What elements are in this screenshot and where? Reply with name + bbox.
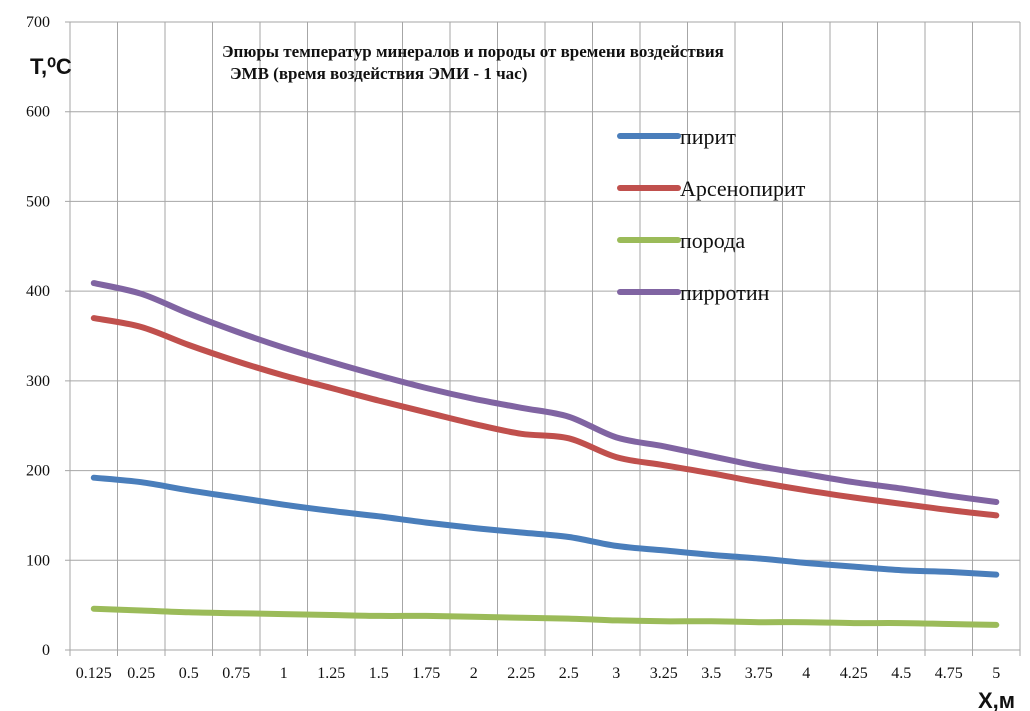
x-tick-label: 4.75 (935, 665, 963, 682)
x-tick-label: 0.5 (179, 665, 199, 682)
y-tick-label: 700 (26, 14, 50, 31)
legend-label: пирит (680, 124, 736, 149)
y-tick-label: 300 (26, 373, 50, 390)
series-line-2 (90, 315, 1000, 519)
axes: 0 100 200 300 400 500 600 700 0.125 0.25 0.5 0.75 1 1… (26, 14, 1000, 682)
x-tick-label: 5 (992, 665, 1000, 682)
x-tick-label: 3.5 (701, 665, 721, 682)
x-tick-label: 0.125 (76, 665, 112, 682)
series-line-1 (90, 474, 1000, 578)
legend-label: порода (680, 228, 745, 253)
legend: пирит Арсенопирит порода пирротин (617, 124, 806, 305)
y-tick-label: 500 (26, 193, 50, 210)
y-axis-label: T,⁰C (30, 54, 72, 79)
x-tick-label: 3.25 (650, 665, 678, 682)
x-tick-label: 1.5 (369, 665, 389, 682)
x-tick-label: 1 (280, 665, 288, 682)
series-line-4 (90, 280, 1000, 505)
x-tick-label: 0.25 (127, 665, 155, 682)
legend-label: Арсенопирит (680, 176, 806, 201)
x-tick-label: 2.5 (559, 665, 579, 682)
x-tick-label: 4.25 (840, 665, 868, 682)
x-tick-label: 2 (470, 665, 478, 682)
x-tick-label: 4.5 (891, 665, 911, 682)
x-tick-label: 3.75 (745, 665, 773, 682)
x-tick-label: 3 (612, 665, 620, 682)
x-tick-label: 1.75 (412, 665, 440, 682)
x-tick-label: 2.25 (507, 665, 535, 682)
series-line-3 (90, 605, 1000, 628)
grid (65, 21, 1021, 656)
legend-label: пирротин (680, 280, 770, 305)
y-tick-label: 100 (26, 552, 50, 569)
x-tick-label: 4 (802, 665, 810, 682)
chart-title-line1: Эпюры температур минералов и породы от в… (222, 42, 724, 61)
y-tick-label: 0 (42, 642, 50, 659)
y-tick-label: 600 (26, 104, 50, 121)
y-tick-label: 400 (26, 283, 50, 300)
series-lines (90, 280, 1000, 628)
x-axis-label: X,м (978, 688, 1015, 711)
x-tick-label: 1.25 (317, 665, 345, 682)
y-tick-label: 200 (26, 463, 50, 480)
chart-title-line2: ЭМВ (время воздействия ЭМИ - 1 час) (230, 64, 527, 83)
x-tick-label: 0.75 (222, 665, 250, 682)
